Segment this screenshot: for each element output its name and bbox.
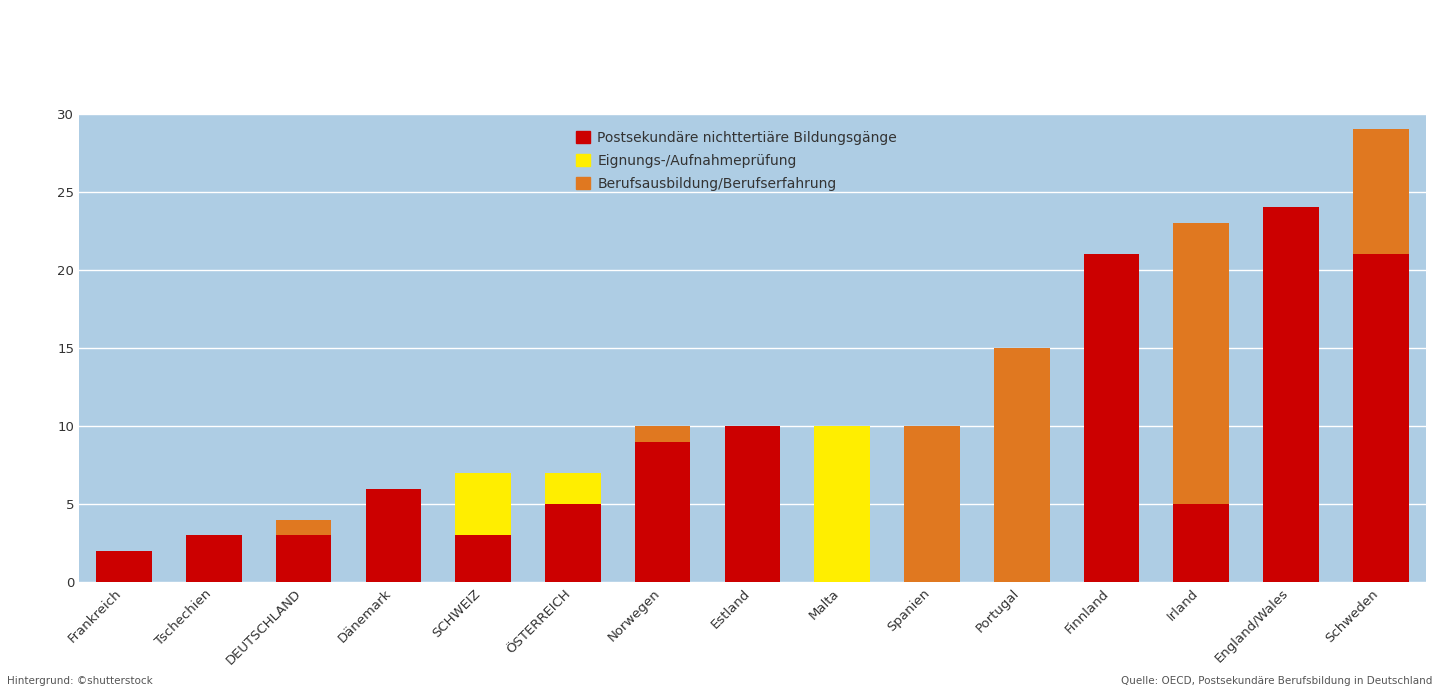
Text: Hintergrund: ©shutterstock: Hintergrund: ©shutterstock bbox=[7, 675, 153, 686]
Bar bbox=[186, 535, 242, 582]
Bar bbox=[1354, 130, 1408, 254]
Bar bbox=[1084, 254, 1139, 582]
Bar bbox=[724, 426, 780, 582]
Text: Anteil der Studierenden, die ohne Abitur / Matura an der Hochschule eingeschrieb: Anteil der Studierenden, die ohne Abitur… bbox=[84, 94, 950, 109]
Text: )): )) bbox=[19, 27, 65, 75]
Bar bbox=[455, 535, 511, 582]
Bar bbox=[546, 473, 600, 504]
Bar bbox=[635, 442, 690, 582]
Bar bbox=[1174, 223, 1228, 504]
Bar bbox=[994, 348, 1050, 582]
Bar bbox=[276, 535, 331, 582]
Bar bbox=[1174, 504, 1228, 582]
Bar bbox=[1263, 207, 1319, 582]
Legend: Postsekundäre nichttertiäre Bildungsgänge, Eignungs-/Aufnahmeprüfung, Berufsausb: Postsekundäre nichttertiäre Bildungsgäng… bbox=[570, 125, 903, 196]
Bar bbox=[276, 520, 331, 535]
Bar bbox=[904, 426, 959, 582]
Bar bbox=[96, 551, 151, 582]
Text: Alternative Wege zum Studium: Alternative Wege zum Studium bbox=[84, 34, 814, 76]
Bar bbox=[546, 504, 600, 582]
Bar bbox=[815, 426, 870, 582]
Bar bbox=[366, 489, 420, 582]
Bar bbox=[635, 426, 690, 442]
Bar bbox=[1354, 254, 1408, 582]
Text: Quelle: OECD, Postsekundäre Berufsbildung in Deutschland: Quelle: OECD, Postsekundäre Berufsbildun… bbox=[1122, 675, 1433, 686]
Bar bbox=[455, 473, 511, 535]
